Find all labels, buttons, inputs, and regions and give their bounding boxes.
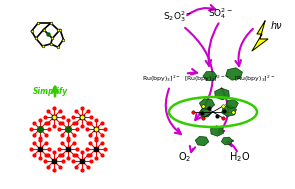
Polygon shape [199, 99, 215, 109]
Text: $\mathregular{Ru(bpy)_3]^{2-}}$: $\mathregular{Ru(bpy)_3]^{2-}}$ [142, 74, 182, 84]
Text: $\mathregular{[Ru(bpy)_3]^{2-\bullet}}$: $\mathregular{[Ru(bpy)_3]^{2-\bullet}}$ [184, 74, 230, 84]
Polygon shape [195, 136, 209, 146]
Polygon shape [203, 72, 217, 81]
Polygon shape [252, 21, 268, 51]
Polygon shape [222, 105, 236, 117]
Text: $\mathregular{H_2O}$: $\mathregular{H_2O}$ [230, 150, 250, 164]
Polygon shape [211, 126, 224, 136]
Text: Simplify: Simplify [33, 87, 68, 95]
Text: $\mathregular{O_2}$: $\mathregular{O_2}$ [178, 150, 192, 164]
Polygon shape [226, 100, 238, 108]
Polygon shape [215, 88, 229, 100]
Text: hν: hν [271, 21, 283, 31]
Text: $\mathregular{[Ru(bpy)_3]^{2-}}$: $\mathregular{[Ru(bpy)_3]^{2-}}$ [234, 74, 276, 84]
Polygon shape [199, 109, 211, 117]
Polygon shape [226, 68, 242, 80]
Text: $\mathregular{SO_4^{2-}}$: $\mathregular{SO_4^{2-}}$ [208, 7, 232, 22]
Polygon shape [221, 137, 233, 145]
Text: $\mathregular{S_2O_3^{2-}}$: $\mathregular{S_2O_3^{2-}}$ [163, 9, 193, 24]
